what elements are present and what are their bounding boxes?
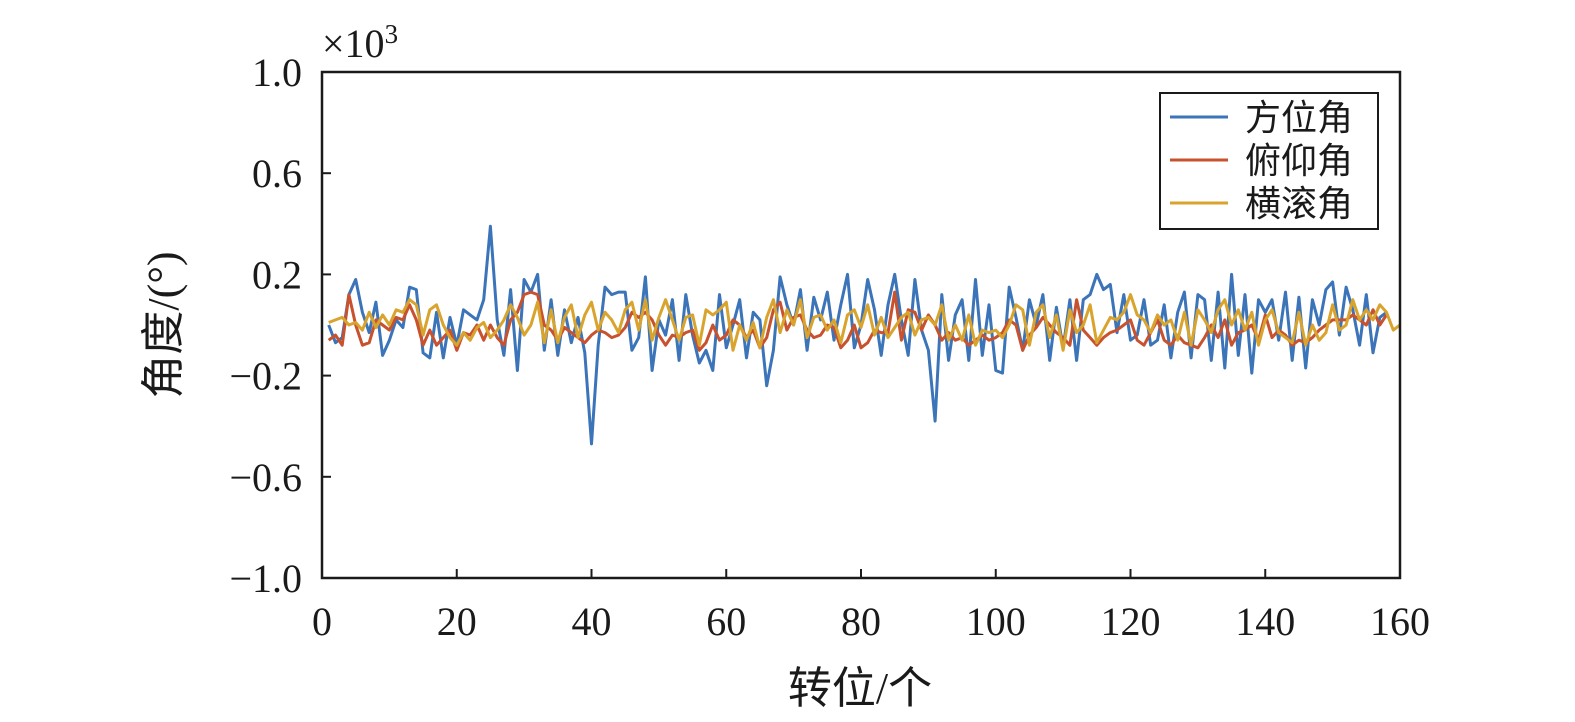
y-scale-factor: ×103 <box>322 19 398 66</box>
plot-area-frame <box>320 70 1402 580</box>
y-scale-exponent: 3 <box>385 19 399 49</box>
x-tick-label: 40 <box>572 599 612 644</box>
x-tick-label: 140 <box>1235 599 1295 644</box>
y-tick-label: 0.6 <box>252 151 302 196</box>
y-scale-base: ×10 <box>322 21 385 66</box>
x-axis-title: 转位/个 <box>788 664 932 713</box>
legend-label: 横滚角 <box>1245 184 1353 224</box>
y-tick-label: −0.2 <box>229 354 302 399</box>
y-axis-title: 角度/(°) <box>139 251 188 398</box>
x-tick-labels: 0 20 40 60 80 100 120 140 160 <box>312 599 1430 644</box>
y-tick-label: 0.2 <box>252 252 302 297</box>
y-tick-labels: −1.0 −0.6 −0.2 0.2 0.6 1.0 <box>229 50 302 601</box>
x-tick-label: 120 <box>1101 599 1161 644</box>
x-tick-label: 0 <box>312 599 332 644</box>
legend-label: 俯仰角 <box>1245 141 1353 181</box>
series-lines <box>327 224 1401 446</box>
series-line <box>327 290 1388 352</box>
x-tick-label: 60 <box>706 599 746 644</box>
legend-label: 方位角 <box>1245 98 1353 138</box>
x-tick-label: 80 <box>841 599 881 644</box>
x-tick-label: 20 <box>437 599 477 644</box>
y-tick-label: 1.0 <box>252 50 302 95</box>
y-tick-label: −0.6 <box>229 455 302 500</box>
y-tick-label: −1.0 <box>229 556 302 601</box>
x-tick-label: 160 <box>1370 599 1430 644</box>
x-tick-label: 100 <box>966 599 1026 644</box>
series-line <box>328 293 1401 352</box>
